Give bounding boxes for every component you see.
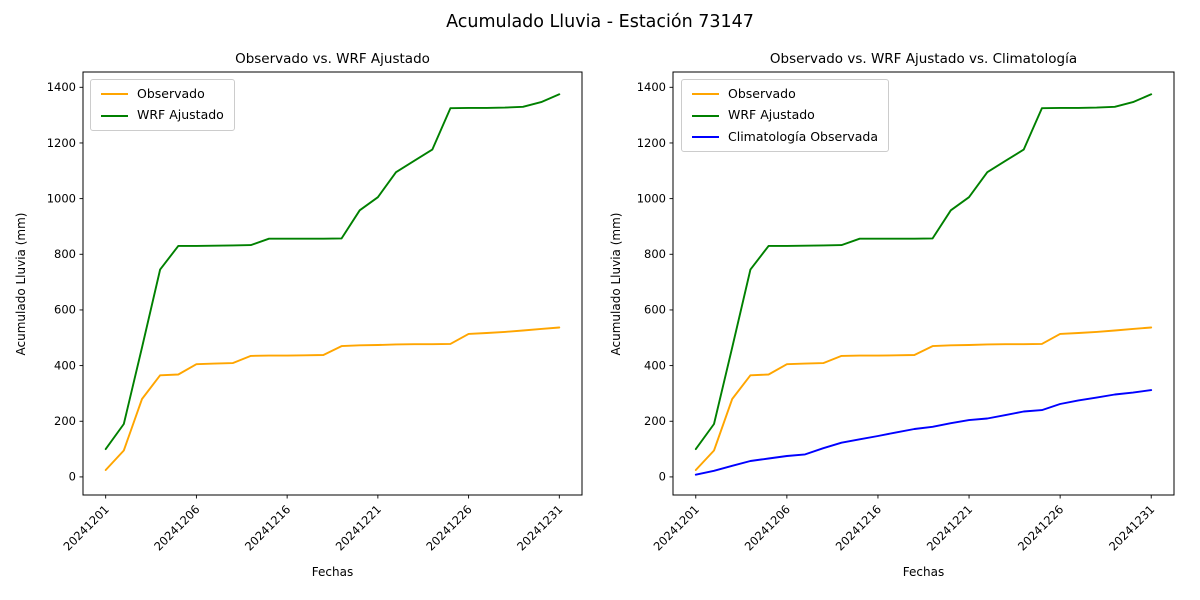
plot-frame — [672, 71, 1175, 496]
legend-item: Observado — [692, 86, 878, 101]
series-line-wrf-ajustado — [104, 93, 561, 451]
chart-left-y-axis-label: Acumulado Lluvia (mm) — [14, 212, 28, 356]
x-tick-label: 20241226 — [423, 502, 474, 553]
y-tick-label: 1200 — [47, 136, 76, 150]
y-tick-label: 600 — [644, 303, 666, 317]
x-tick-label: 20241201 — [61, 502, 112, 553]
chart-left-legend: Observado WRF Ajustado — [90, 79, 235, 131]
y-tick-label: 200 — [54, 414, 76, 428]
legend-label: Observado — [728, 86, 796, 101]
chart-right-title: Observado vs. WRF Ajustado vs. Climatolo… — [769, 51, 1078, 67]
climatologia-line-swatch — [692, 135, 719, 138]
legend-item: Climatología Observada — [692, 128, 878, 144]
x-tick-label: 20241201 — [651, 502, 702, 553]
legend-label: Climatología Observada — [728, 128, 878, 144]
legend-label: WRF Ajustado — [728, 107, 815, 123]
wrf-ajustado-line-swatch — [101, 114, 128, 117]
y-tick-label: 1000 — [637, 191, 666, 205]
y-tick-label: 400 — [644, 358, 666, 372]
x-tick-label: 20241206 — [151, 502, 202, 553]
y-tick-label: 800 — [644, 247, 666, 261]
observado-line-swatch — [692, 93, 719, 96]
chart-left-title: Observado vs. WRF Ajustado — [235, 51, 430, 67]
legend-item: Observado — [101, 86, 224, 101]
observado-line-swatch — [101, 93, 128, 96]
x-tick-label: 20241221 — [924, 502, 975, 553]
plot-frame — [82, 71, 583, 496]
x-tick-label: 20241231 — [514, 502, 565, 553]
y-tick-label: 800 — [54, 247, 76, 261]
y-tick-label: 1000 — [47, 191, 76, 205]
y-tick-label: 1200 — [637, 136, 666, 150]
x-tick-label: 20241206 — [742, 502, 793, 553]
x-tick-label: 20241226 — [1015, 502, 1066, 553]
series-line-climatolog-a-observada — [694, 389, 1153, 476]
wrf-ajustado-line-swatch — [692, 114, 719, 117]
chart-right-x-axis-label: Fechas — [902, 565, 945, 579]
y-tick-label: 0 — [659, 470, 666, 484]
x-tick-label: 20241221 — [333, 502, 384, 553]
chart-right-legend: Observado WRF Ajustado Climatología Obse… — [681, 79, 889, 153]
legend-label: Observado — [137, 86, 205, 101]
chart-left-x-axis-label: Fechas — [311, 565, 354, 579]
x-tick-label: 20241216 — [833, 502, 884, 553]
series-line-observado — [104, 326, 561, 471]
y-tick-label: 200 — [644, 414, 666, 428]
series-line-observado — [694, 326, 1153, 471]
legend-item: WRF Ajustado — [101, 107, 224, 123]
series-line-wrf-ajustado — [694, 93, 1153, 451]
y-tick-label: 600 — [54, 303, 76, 317]
y-tick-label: 0 — [69, 470, 76, 484]
x-tick-label: 20241231 — [1106, 502, 1157, 553]
figure-title: Acumulado Lluvia - Estación 73147 — [446, 12, 754, 32]
x-tick-label: 20241216 — [242, 502, 293, 553]
y-tick-label: 400 — [54, 358, 76, 372]
legend-label: WRF Ajustado — [137, 107, 224, 123]
chart-right-y-axis-label: Acumulado Lluvia (mm) — [609, 212, 623, 356]
chart-left: 0 200 400 600 800 1000 1200 1400 20241201 2024120… — [47, 71, 583, 554]
legend-item: WRF Ajustado — [692, 107, 878, 123]
y-tick-label: 1400 — [47, 80, 76, 94]
y-tick-label: 1400 — [637, 80, 666, 94]
